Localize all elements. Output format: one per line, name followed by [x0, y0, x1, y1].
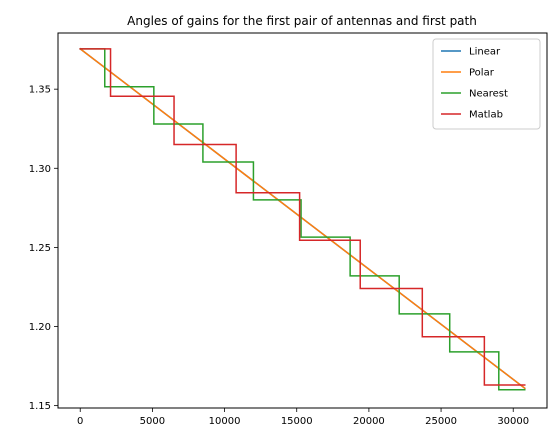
y-axis: 1.15 1.20 1.25 1.30 1.35: [29, 85, 58, 412]
legend-label-polar: Polar: [469, 68, 495, 79]
y-tick-label: 1.20: [29, 322, 51, 333]
legend-label-nearest: Nearest: [469, 89, 508, 100]
series-line-matlab: [79, 48, 526, 386]
legend-label-matlab: Matlab: [469, 110, 503, 121]
x-tick-label: 10000: [209, 416, 241, 427]
x-tick-label: 0: [77, 416, 83, 427]
x-tick-label: 30000: [497, 416, 529, 427]
legend: Linear Polar Nearest Matlab: [432, 38, 541, 130]
x-tick-label: 20000: [353, 416, 385, 427]
legend-label-linear: Linear: [469, 47, 501, 58]
chart-title: Angles of gains for the first pair of an…: [127, 14, 477, 28]
y-tick-label: 1.15: [29, 401, 51, 412]
y-tick-label: 1.25: [29, 243, 51, 254]
x-tick-label: 25000: [425, 416, 457, 427]
legend-box: [432, 38, 541, 130]
axes-frame: [57, 32, 548, 409]
x-tick-label: 5000: [140, 416, 165, 427]
y-tick-label: 1.35: [29, 85, 51, 96]
x-axis: 0 5000 10000 15000 20000 25000 30000: [77, 408, 529, 427]
x-tick-label: 15000: [281, 416, 313, 427]
series-line-nearest: [79, 48, 526, 391]
y-tick-label: 1.30: [29, 164, 51, 175]
plot-area: [79, 47, 526, 391]
